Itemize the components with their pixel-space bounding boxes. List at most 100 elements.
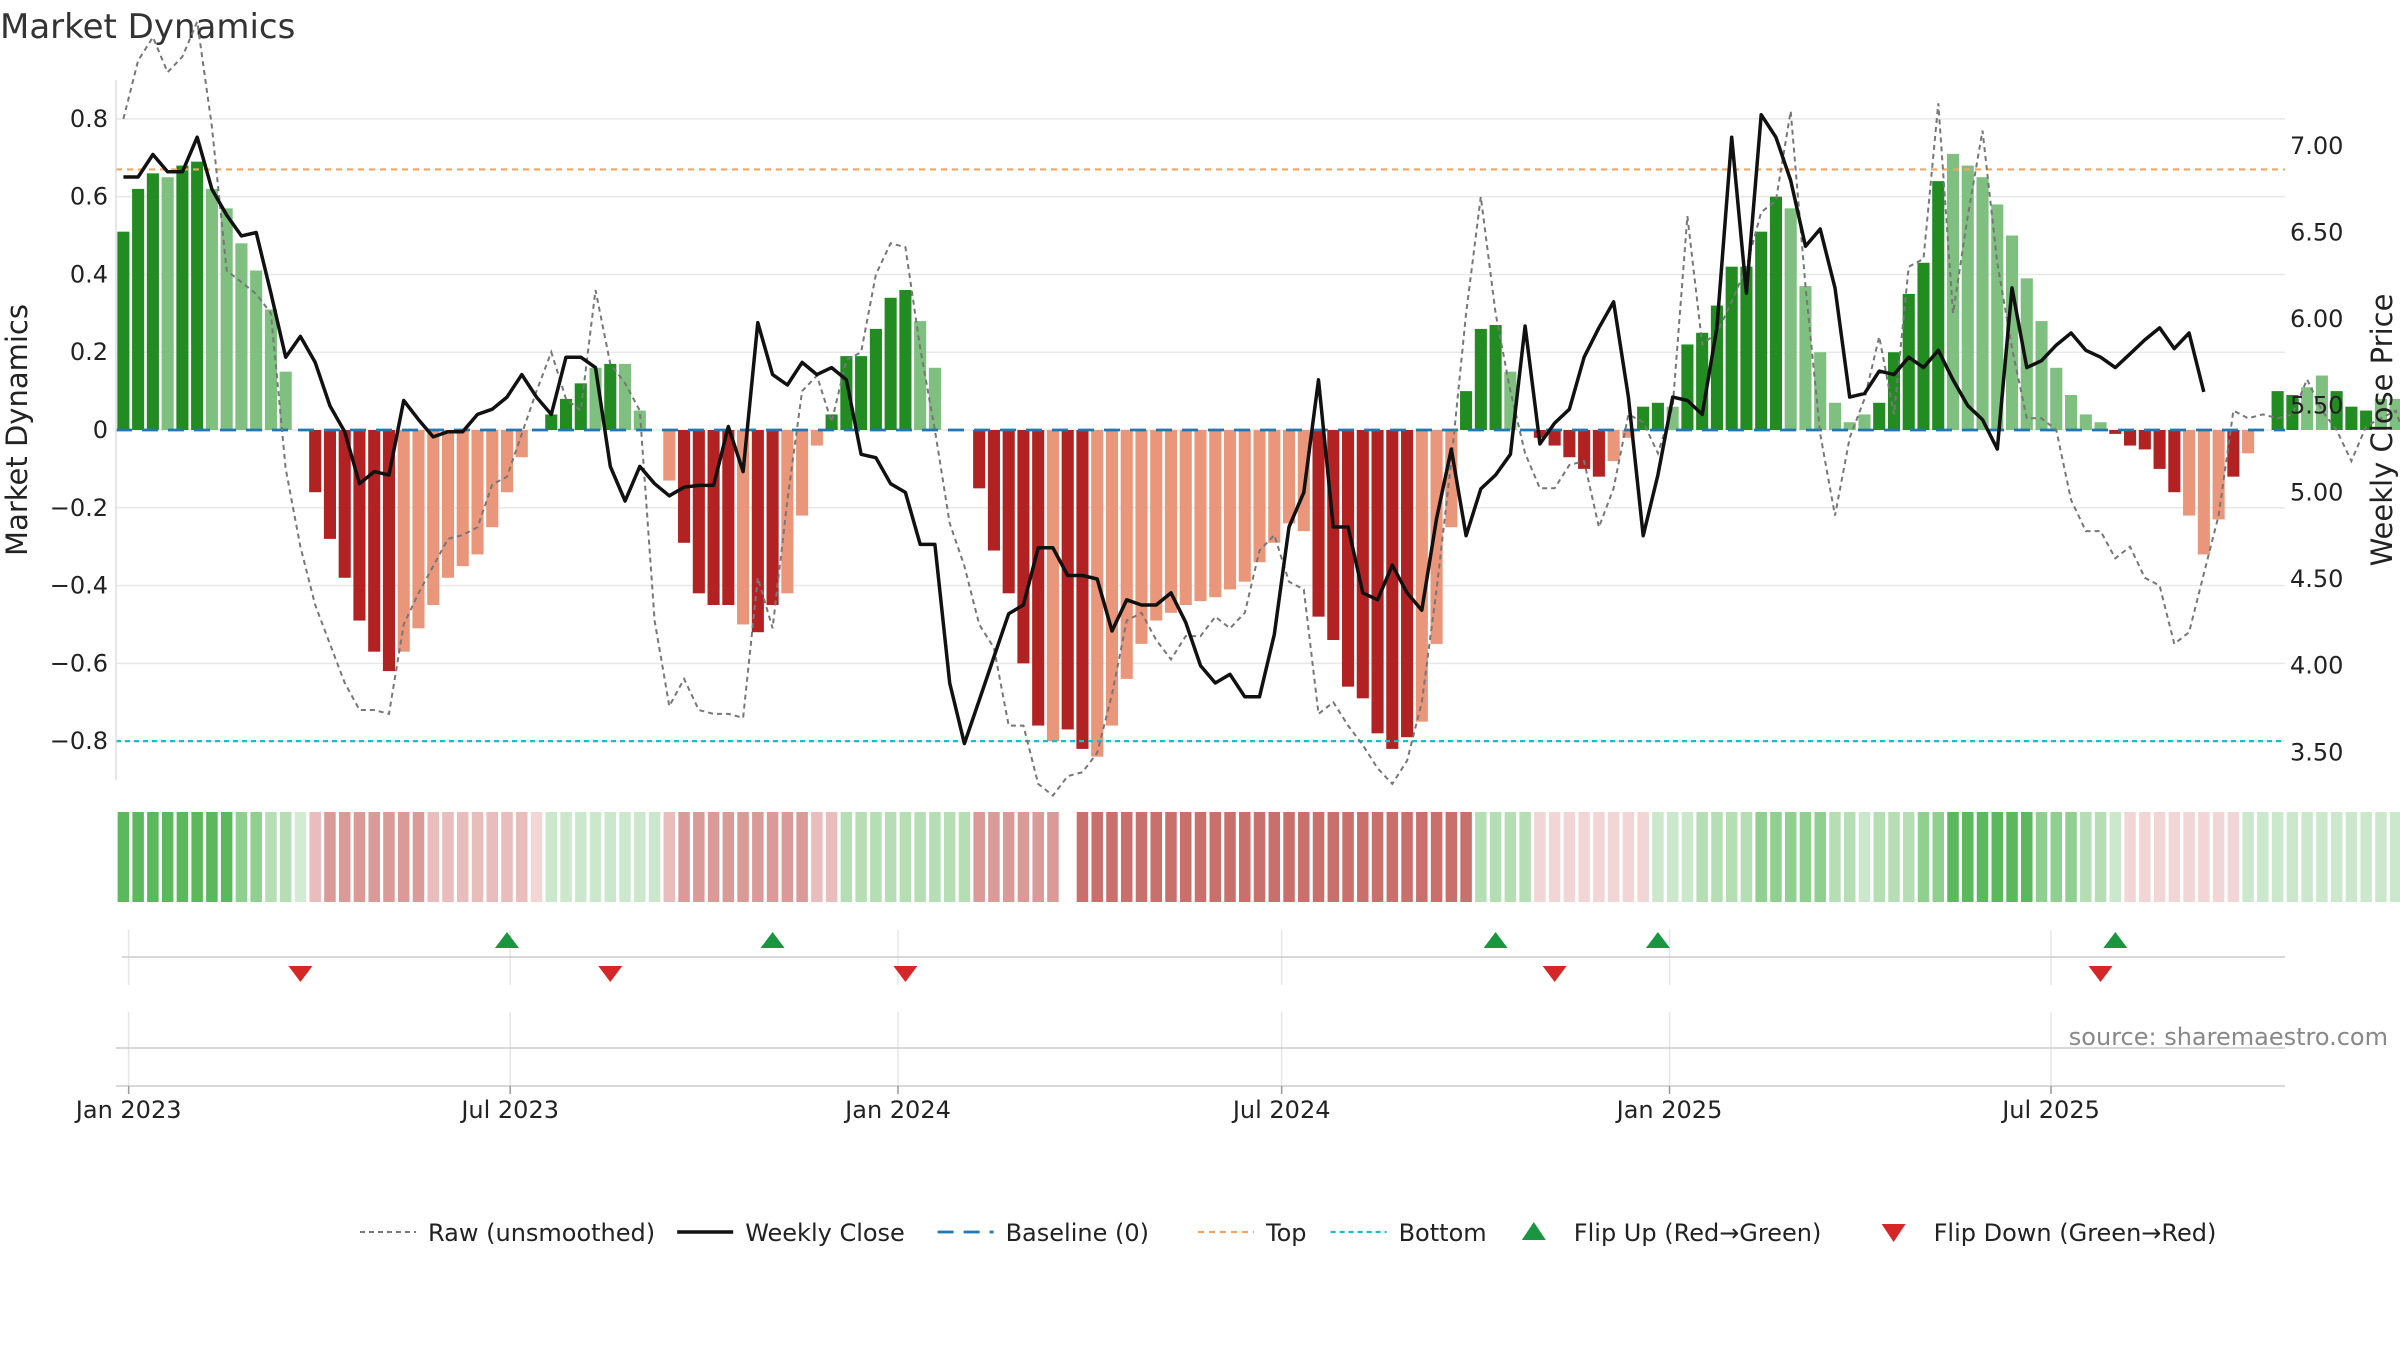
heat-cell	[1489, 812, 1502, 902]
heat-cell	[575, 812, 587, 902]
heat-cell	[634, 812, 646, 902]
dynamics-bar	[781, 430, 794, 594]
y-tick-label: 0.6	[70, 183, 108, 211]
heat-cell	[1534, 812, 1546, 902]
heat-cell	[2021, 812, 2033, 902]
heat-cell	[1947, 812, 1959, 902]
dynamics-bar	[1651, 402, 1664, 430]
heat-cell	[353, 812, 366, 902]
dynamics-bar	[1253, 430, 1266, 563]
heat-cell	[1902, 812, 1915, 902]
dynamics-bar	[235, 243, 248, 430]
dynamics-bar	[309, 430, 322, 493]
dynamics-bar	[1002, 430, 1015, 594]
dynamics-bar	[1873, 402, 1886, 430]
dynamics-bar	[2183, 430, 2196, 516]
dynamics-bar	[2315, 375, 2328, 430]
heat-cell	[2035, 812, 2048, 902]
legend: Raw (unsmoothed) Weekly Close Baseline (0)…	[360, 1219, 2216, 1247]
heat-cell	[2242, 812, 2254, 902]
dynamics-bar	[707, 430, 720, 605]
heat-cell	[117, 812, 130, 902]
dynamics-bar	[2330, 391, 2343, 430]
dynamics-bar	[1828, 402, 1842, 430]
legend-label: Raw (unsmoothed)	[428, 1219, 655, 1247]
heat-cell	[1268, 812, 1281, 902]
heat-cell	[752, 812, 764, 902]
dynamics-bar	[1740, 266, 1753, 430]
heat-cell	[589, 812, 602, 902]
heat-cell	[2050, 812, 2063, 902]
heat-cell	[899, 812, 912, 902]
legend-item-flip_down: Flip Down (Green→Red)	[1881, 1219, 2217, 1247]
dynamics-bar	[559, 398, 573, 430]
x-tick-label: Jan 2023	[74, 1096, 182, 1124]
flip-down-marker	[1542, 966, 1567, 982]
heat-cell	[1017, 812, 1030, 902]
heat-cell	[1445, 812, 1458, 902]
dynamics-bar	[751, 430, 764, 633]
heat-cell	[1298, 812, 1310, 902]
flip-up-marker	[495, 932, 520, 948]
heat-cell	[619, 812, 631, 902]
heat-cell	[1475, 812, 1487, 902]
heat-cell	[427, 812, 439, 902]
legend-label: Flip Down (Green→Red)	[1934, 1219, 2217, 1247]
heat-cell	[2316, 812, 2328, 902]
dynamics-bar	[2005, 235, 2019, 430]
heat-cell	[1637, 812, 1649, 902]
dynamics-bar	[2124, 430, 2137, 446]
dynamics-bar	[1415, 430, 1428, 722]
dynamics-bar	[825, 414, 838, 430]
y2-axis-label: Weekly Close Price	[2365, 294, 2399, 567]
dynamics-bar	[973, 430, 986, 489]
flip-down-marker	[2088, 966, 2113, 982]
heat-cell	[1401, 812, 1413, 902]
heat-cell	[766, 812, 779, 902]
dynamics-bar	[914, 321, 927, 430]
heat-cell	[1622, 812, 1635, 902]
y2-tick-label: 6.50	[2290, 218, 2343, 246]
y2-tick-label: 4.00	[2290, 652, 2343, 680]
dynamics-bar	[1769, 196, 1782, 430]
dynamics-bar	[427, 430, 440, 605]
dynamics-bar	[2079, 414, 2092, 430]
dynamics-bar	[338, 430, 351, 578]
dynamics-bar	[1799, 286, 1812, 430]
dynamics-bar	[161, 177, 174, 430]
dynamics-bar	[323, 430, 336, 539]
heat-cell	[530, 812, 543, 902]
heat-cell	[1430, 812, 1443, 902]
heat-cell	[2183, 812, 2195, 902]
dynamics-bar	[1489, 325, 1502, 430]
heat-cell	[132, 812, 144, 902]
heat-cell	[973, 812, 985, 902]
heat-cell	[1239, 812, 1251, 902]
dynamics-bar	[692, 430, 705, 594]
heat-cell	[1283, 812, 1295, 902]
dynamics-bar	[810, 430, 823, 446]
heat-cell	[1150, 812, 1162, 902]
dynamics-bar	[2212, 430, 2225, 520]
heat-cell	[176, 812, 189, 902]
heat-cell	[1047, 812, 1059, 902]
dynamics-bar	[264, 309, 277, 430]
heat-cell	[781, 812, 794, 902]
heat-cell	[545, 812, 558, 902]
y-tick-label: −0.2	[50, 494, 108, 522]
dynamics-bar	[2242, 430, 2255, 454]
heat-cell	[1120, 812, 1133, 902]
heat-cell	[1755, 812, 1767, 902]
dynamics-bar	[515, 430, 528, 458]
dynamics-bar	[2286, 395, 2299, 430]
heat-cell	[1784, 812, 1797, 902]
heat-cell	[1357, 812, 1369, 902]
dynamics-bar	[1858, 414, 1871, 430]
heat-cell	[825, 812, 838, 902]
heat-cell	[840, 812, 853, 902]
dynamics-bar	[663, 430, 676, 481]
dynamics-bar	[397, 430, 410, 652]
heat-cell	[796, 812, 808, 902]
flip-up-marker	[1483, 932, 1508, 948]
heat-cell	[2330, 812, 2343, 902]
